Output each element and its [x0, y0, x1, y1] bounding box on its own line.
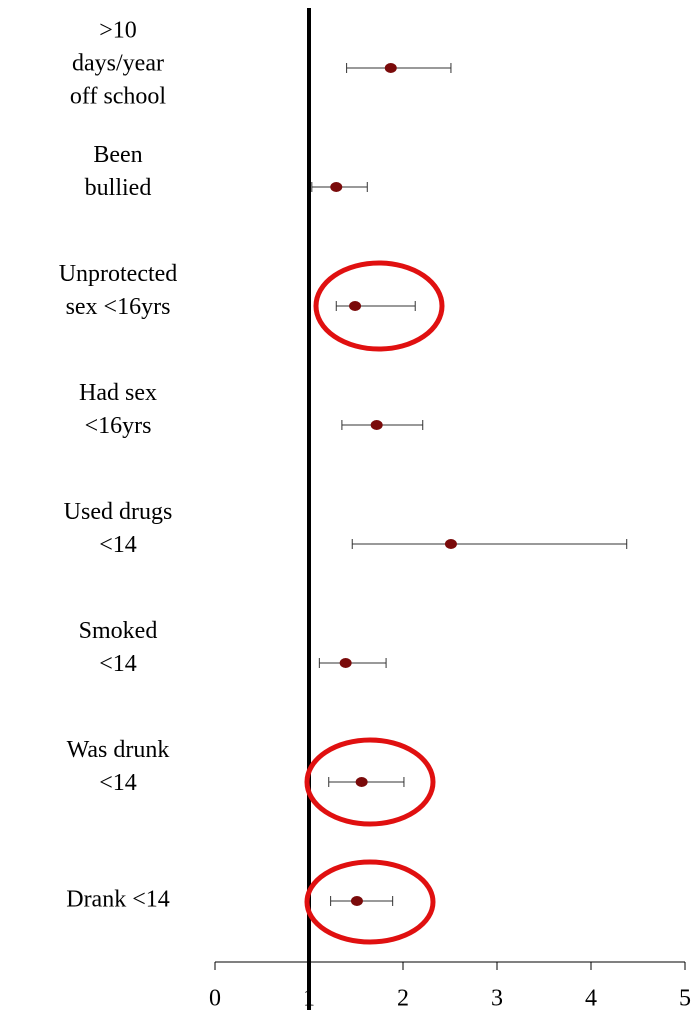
highlight-circle: [304, 859, 436, 945]
category-label: days/year: [72, 51, 164, 77]
category-label: Been: [93, 142, 142, 168]
x-tick-label: 2: [397, 986, 409, 1012]
category-label: >10: [99, 18, 137, 44]
category-label: <14: [99, 532, 137, 558]
category-label: <16yrs: [85, 413, 152, 439]
category-label: Drank <14: [66, 887, 170, 913]
point: [339, 658, 352, 668]
category-label: Unprotected: [59, 261, 178, 287]
x-tick-label: 0: [209, 986, 221, 1012]
highlight-circle: [304, 737, 436, 827]
point: [444, 539, 457, 549]
category-label: <14: [99, 651, 137, 677]
category-label: Used drugs: [64, 499, 173, 525]
category-label: Was drunk: [67, 737, 170, 763]
category-label: off school: [70, 84, 167, 110]
point: [350, 896, 363, 906]
point: [330, 182, 343, 192]
point: [355, 777, 368, 787]
x-tick-label: 5: [679, 986, 691, 1012]
point: [370, 420, 383, 430]
category-label: Had sex: [79, 380, 157, 406]
category-label: <14: [99, 770, 137, 796]
x-tick-label: 3: [491, 986, 503, 1012]
category-label: Smoked: [79, 618, 158, 644]
x-tick-label: 4: [585, 986, 597, 1012]
point: [384, 63, 397, 73]
point: [349, 301, 362, 311]
category-label: sex <16yrs: [66, 294, 171, 320]
category-label: bullied: [85, 175, 152, 201]
highlight-circle: [313, 260, 445, 352]
